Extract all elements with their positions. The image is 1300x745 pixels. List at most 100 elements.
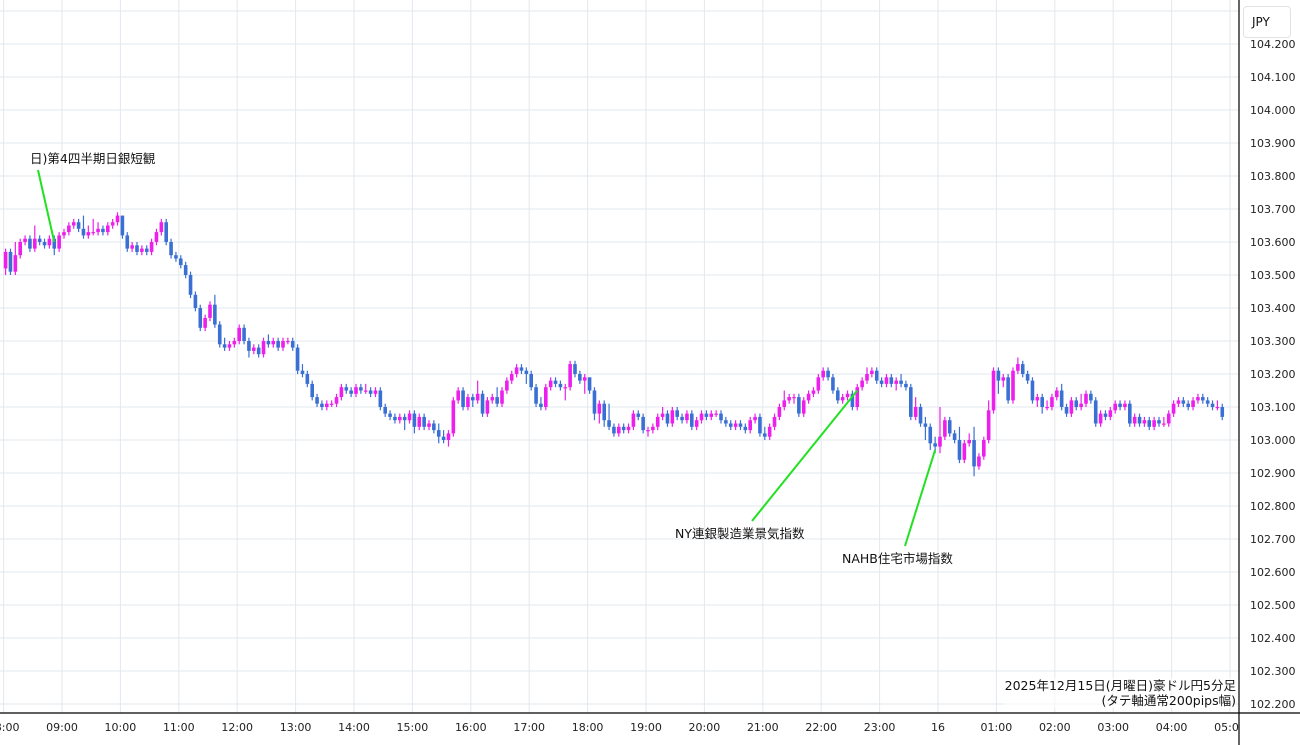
candle-up — [1142, 416, 1147, 427]
annotation-line — [37, 169, 56, 243]
candle-body — [222, 344, 227, 348]
candle-up — [894, 377, 898, 391]
candle-down — [675, 407, 679, 421]
candle-body — [1045, 407, 1049, 409]
candle-up — [1011, 367, 1015, 404]
candle-up — [96, 222, 100, 236]
candle-up — [485, 397, 490, 417]
y-tick-label: 102.500 — [1250, 599, 1296, 612]
candle-up — [1035, 393, 1040, 407]
candle-up — [582, 374, 587, 394]
candle-body — [909, 387, 913, 417]
candle-down — [310, 380, 314, 401]
candle-down — [758, 413, 762, 437]
candle-down — [402, 413, 407, 431]
candle-body — [743, 426, 748, 431]
candle-body — [295, 347, 300, 371]
candle-body — [125, 235, 130, 249]
candle-body — [690, 413, 694, 427]
candle-up — [787, 393, 791, 404]
candle-down — [388, 410, 392, 421]
candle-up — [855, 383, 860, 411]
candle-up — [110, 218, 115, 229]
annotation-label: NAHB住宅市場指数 — [842, 551, 953, 566]
candle-up — [821, 367, 825, 381]
candle-up — [1113, 400, 1117, 414]
candle-down — [529, 370, 533, 391]
candle-body — [354, 387, 358, 394]
candle-up — [456, 387, 460, 404]
candle-down — [174, 251, 178, 262]
candle-body — [432, 423, 436, 431]
candle-up — [938, 407, 942, 454]
candle-down — [28, 235, 32, 252]
candle-body — [694, 420, 699, 427]
candle-up — [816, 374, 821, 394]
candle-body — [1128, 403, 1132, 424]
candle-up — [694, 416, 699, 431]
candle-up — [1016, 357, 1020, 374]
candle-up — [801, 397, 806, 417]
candle-up — [227, 341, 232, 351]
candle-body — [495, 397, 499, 404]
candle-up — [860, 377, 864, 391]
candle-down — [972, 426, 976, 477]
candle-body — [471, 397, 475, 401]
annotation-label: NY連銀製造業景気指数 — [675, 526, 805, 541]
candle-up — [427, 420, 431, 431]
candle-body — [373, 390, 378, 394]
candle-up — [943, 416, 947, 440]
candle-body — [286, 341, 290, 343]
candle-body — [758, 416, 762, 434]
x-tick-label: 09:00 — [46, 721, 78, 734]
candle-body — [865, 374, 869, 381]
x-tick-label: 20:00 — [689, 721, 721, 734]
candle-up — [806, 390, 811, 404]
candle-body — [777, 407, 782, 417]
candle-body — [651, 426, 655, 431]
candle-body — [558, 383, 563, 388]
x-tick-label: 10:00 — [105, 721, 137, 734]
candle-body — [393, 416, 397, 421]
candle-down — [587, 377, 592, 394]
x-tick-label: 22:00 — [805, 721, 837, 734]
candle-up — [203, 314, 207, 332]
candle-down — [300, 364, 305, 378]
candle-up — [339, 383, 344, 401]
candle-up — [47, 235, 52, 249]
candle-body — [996, 370, 1001, 381]
x-tick-label: 08:00 — [0, 721, 19, 734]
candle-up — [685, 410, 689, 424]
candle-body — [938, 436, 942, 447]
candle-down — [1089, 390, 1093, 404]
candle-body — [402, 416, 407, 421]
candle-up — [782, 390, 787, 411]
candle-up — [1132, 413, 1137, 427]
candle-up — [154, 228, 159, 246]
candle-body — [490, 397, 495, 401]
candle-down — [266, 334, 271, 348]
candle-body — [943, 420, 947, 437]
candle-body — [242, 327, 246, 341]
candle-body — [169, 242, 173, 256]
candle-body — [1093, 400, 1098, 424]
candle-down — [1210, 400, 1215, 411]
annotation-label: 日)第4四半期日銀短観 — [30, 151, 156, 166]
candle-up — [1191, 397, 1195, 411]
candle-down — [519, 364, 524, 374]
candle-down — [169, 238, 173, 259]
candle-down — [320, 400, 324, 411]
candle-up — [767, 423, 772, 440]
candle-body — [1118, 403, 1122, 407]
candle-up — [991, 367, 996, 414]
candle-body — [130, 245, 134, 249]
candle-down — [101, 225, 105, 236]
candle-down — [996, 367, 1001, 394]
candle-down — [874, 367, 879, 384]
candle-body — [1215, 407, 1220, 409]
candle-body — [227, 344, 232, 348]
x-axis-ticks: 08:00 09:00 10:00 11:00 12:00 13:00 14:00 15:00… — [0, 721, 1239, 734]
candle-down — [217, 321, 222, 348]
candle-up — [1045, 400, 1049, 411]
candle-body — [899, 380, 903, 384]
